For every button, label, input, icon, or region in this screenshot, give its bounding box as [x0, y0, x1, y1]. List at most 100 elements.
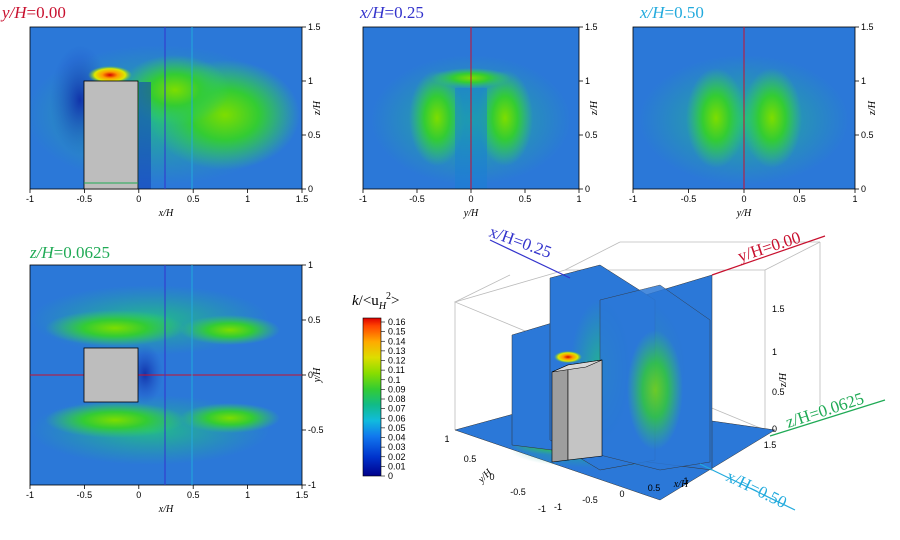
- colorbar-tick-label: 0.07: [388, 404, 406, 414]
- y3d-tick-label: 0: [489, 472, 494, 482]
- panel-title-xH050: x/H=0.50: [639, 3, 704, 22]
- y-tick-label: 0: [308, 184, 313, 194]
- colorbar-ticks: 0.160.150.140.130.120.110.10.090.080.070…: [381, 317, 406, 481]
- x-tick-label: -1: [629, 194, 637, 204]
- panel-title-zH0625: z/H=0.0625: [29, 243, 110, 262]
- colorbar-tick-label: 0.08: [388, 394, 406, 404]
- colorbar-tick-label: 0.13: [388, 346, 406, 356]
- y3d-tick-label: -0.5: [510, 487, 526, 497]
- building-block: [83, 80, 139, 190]
- y-tick-label: 0: [861, 184, 866, 194]
- y-tick-label: 1: [308, 76, 313, 86]
- x3d-tick-label: 1: [683, 476, 688, 486]
- axis-ticks-yH000: -1 -0.5 0 0.5 1 1.500.511.5: [26, 22, 321, 204]
- colorbar-tick-label: 0.05: [388, 423, 406, 433]
- panel-title-var: y/H: [0, 3, 28, 22]
- z3d-tick-label: 1: [772, 347, 777, 357]
- colorbar-tick-label: 0.06: [388, 413, 406, 423]
- colorbar-sup: 2: [386, 291, 391, 302]
- colorbar-tick-label: 0.01: [388, 461, 406, 471]
- axis-ticks-zH0625: -1 -0.5 0 0.5 1 1.5-1-0.500.51: [26, 260, 324, 500]
- label-x025: x/H=0.25: [487, 222, 554, 262]
- y-tick-label: 0.5: [308, 315, 321, 325]
- z3d-tick-label: 1.5: [772, 304, 785, 314]
- x-tick-label: -1: [26, 490, 34, 500]
- x-tick-label: -0.5: [77, 490, 93, 500]
- y3d-tick-label: 1: [444, 434, 449, 444]
- panel-3d: x/H=0.25 y/H=0.00 z/H=0.0625 x/H=0.50 -1…: [444, 222, 886, 514]
- panel-title-val: =0.25: [385, 3, 424, 22]
- x3d-tick-label: -1: [554, 502, 562, 512]
- x-tick-label: 1: [245, 194, 250, 204]
- colorbar-sub: H: [378, 301, 387, 312]
- colorbar-tick-label: 0: [388, 471, 393, 481]
- colorbar-tick-label: 0.02: [388, 452, 406, 462]
- x-tick-label: 0: [136, 490, 141, 500]
- colorbar-tick-label: 0.14: [388, 336, 406, 346]
- colorbar-tick-label: 0.1: [388, 375, 401, 385]
- y-tick-label: 0: [308, 370, 313, 380]
- x-tick-label: 0.5: [519, 194, 532, 204]
- block-side-face: [567, 359, 603, 461]
- label-y000: y/H=0.00: [735, 228, 803, 266]
- y-axis-label: z/H: [312, 100, 323, 116]
- x-tick-label: -1: [26, 194, 34, 204]
- x-tick-label: 0.5: [187, 490, 200, 500]
- axis-ticks-xH050: -1 -0.5 0 0.5 100.511.5: [629, 22, 874, 204]
- x-tick-label: 0: [468, 194, 473, 204]
- x-tick-label: -0.5: [681, 194, 697, 204]
- y-tick-label: 0.5: [308, 130, 321, 140]
- panel-yH000: y/H=0.00 -1 -0.5 0 0.5 1 1.500.511.5 x/H z/H: [0, 3, 323, 219]
- block-top-face: [551, 359, 603, 373]
- colorbar-gradient: [362, 317, 382, 477]
- colorbar-tick-label: 0.09: [388, 384, 406, 394]
- x-axis-label: y/H: [463, 208, 479, 219]
- panel-zH0625: z/H=0.0625 -1 -0.5 0 0.5 1 1.5-1-0.500.51 x/H…: [26, 243, 324, 515]
- colorbar-tick-label: 0.04: [388, 433, 406, 443]
- x-axis-label-3d: x/H: [673, 479, 689, 490]
- x3d-tick-label: -0.5: [582, 495, 598, 505]
- y-tick-label: 0.5: [585, 130, 598, 140]
- colorbar-title: k/<uH2>: [352, 291, 400, 312]
- y-tick-label: 1: [861, 76, 866, 86]
- panel-title-yH000: y/H=0.00: [0, 3, 66, 22]
- panel-xH025: x/H=0.25 -1 -0.5 0 0.5 100.511.5 y/H z/H: [359, 3, 600, 219]
- x-axis-label: x/H: [158, 208, 174, 219]
- panel-title-val: =0.50: [665, 3, 704, 22]
- label-z0625: z/H=0.0625: [783, 389, 866, 432]
- x-tick-label: 1.5: [296, 490, 309, 500]
- panel-title-var: x/H: [359, 3, 386, 22]
- z-axis-label-3d: z/H: [778, 372, 789, 388]
- panel-xH050: x/H=0.50 -1 -0.5 0 0.5 100.511.5 y/H z/H: [629, 3, 878, 219]
- block-front-face: [551, 364, 569, 463]
- y-tick-label: 1.5: [861, 22, 874, 32]
- x-tick-label: 0: [136, 194, 141, 204]
- x-axis-label: y/H: [736, 208, 752, 219]
- y-tick-label: -1: [308, 480, 316, 490]
- x-tick-label: -1: [359, 194, 367, 204]
- x-tick-label: -0.5: [77, 194, 93, 204]
- contour-field: [30, 27, 302, 189]
- y-tick-label: 1.5: [585, 22, 598, 32]
- x025-indicator: [489, 239, 571, 279]
- label-x050: x/H=0.50: [723, 467, 790, 513]
- z0625-indicator: [769, 399, 886, 437]
- colorbar: k/<uH2> 0.160.150.140.130.120.110.10.090…: [352, 291, 406, 481]
- x-tick-label: 1: [245, 490, 250, 500]
- y-tick-label: 1: [585, 76, 590, 86]
- x3d-tick-label: 0: [619, 489, 624, 499]
- z3d-tick-label: 0: [772, 424, 777, 434]
- colorbar-tick-label: 0.11: [388, 365, 405, 375]
- x-tick-label: 0: [741, 194, 746, 204]
- y3d-tick-label: 0.5: [464, 454, 477, 464]
- y-axis-label: z/H: [589, 100, 600, 116]
- y-axis-label: z/H: [867, 100, 878, 116]
- colorbar-rest: /<u: [359, 293, 380, 309]
- y-tick-label: 0: [585, 184, 590, 194]
- y-tick-label: -0.5: [308, 425, 324, 435]
- panel-title-var: x/H: [639, 3, 666, 22]
- y-tick-label: 1.5: [308, 22, 321, 32]
- building-footprint: [83, 347, 139, 403]
- y000-indicator: [711, 235, 826, 276]
